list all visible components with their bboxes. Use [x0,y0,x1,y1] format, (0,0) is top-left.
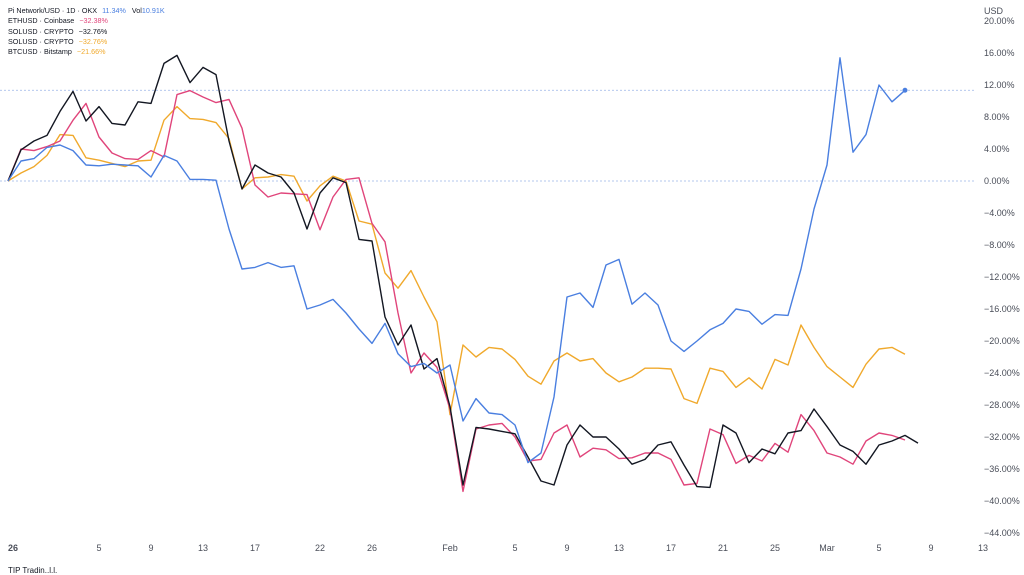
x-tick-label: 13 [978,543,988,553]
series-layer [7,54,919,493]
x-tick-label: 26 [8,543,18,553]
x-tick-label: 5 [96,543,101,553]
legend-solusd-2-label: SOLUSD · CRYPTO [8,36,74,46]
reference-lines [0,89,975,182]
legend-row-ethusd[interactable]: ETHUSD · Coinbase −32.38% [8,16,165,26]
y-tick-label: −40.00% [984,496,1020,506]
legend-vol-value: 10.91K [141,6,165,15]
legend-main-label: Pi Network/USD · 1D · OKX [8,6,98,15]
legend-btcusd-value: −21.66% [76,47,106,57]
y-tick-label: 8.00% [984,112,1010,122]
y-tick-label: −4.00% [984,208,1015,218]
legend-main-value: 11.34% [102,6,126,15]
legend-solusd-2-value: −32.76% [78,36,108,46]
y-tick-label: −8.00% [984,240,1015,250]
x-tick-label: 17 [666,543,676,553]
legend-btcusd-label: BTCUSD · Bitstamp [8,47,72,57]
legend-ethusd-label: ETHUSD · Coinbase [8,16,75,26]
y-tick-label: −44.00% [984,528,1020,538]
legend-ethusd-value: −32.38% [79,16,108,26]
series-ethusd-line[interactable] [7,89,906,493]
legend: Pi Network/USD · 1D · OKX 11.34% Vol10.9… [8,6,165,57]
x-tick-label: 26 [367,543,377,553]
legend-solusd-1-label: SOLUSD · CRYPTO [8,26,74,36]
series-pi-network-line[interactable] [7,57,906,464]
legend-row-main[interactable]: Pi Network/USD · 1D · OKX 11.34% Vol10.9… [8,6,165,16]
y-tick-label: 4.00% [984,144,1010,154]
x-tick-label: 21 [718,543,728,553]
y-tick-label: 20.00% [984,16,1015,26]
y-tick-label: 12.00% [984,80,1015,90]
x-tick-label: 25 [770,543,780,553]
legend-solusd-1-value: −32.76% [78,26,108,36]
y-axis[interactable]: USD 20.00% 16.00% 12.00% 8.00% 4.00% 0.00% −4.… [984,6,1020,538]
x-tick-label: 5 [512,543,517,553]
y-tick-label: −28.00% [984,400,1020,410]
y-tick-label: 16.00% [984,48,1015,58]
x-tick-label: Feb [442,543,458,553]
x-tick-label: 22 [315,543,325,553]
x-tick-label: 5 [876,543,881,553]
y-tick-label: −32.00% [984,432,1020,442]
x-tick-label: 17 [250,543,260,553]
x-tick-label: 9 [928,543,933,553]
x-axis[interactable]: 26 5 9 13 17 22 26 Feb 5 9 13 17 21 25 Mar 5 9 13 [8,543,988,553]
y-axis-currency: USD [984,6,1004,16]
x-tick-label: 9 [564,543,569,553]
y-tick-label: 0.00% [984,176,1010,186]
legend-row-solusd-1[interactable]: SOLUSD · CRYPTO −32.76% [8,27,165,37]
y-tick-label: −12.00% [984,272,1020,282]
x-tick-label: Mar [819,543,835,553]
y-tick-label: −20.00% [984,336,1020,346]
y-tick-label: −36.00% [984,464,1020,474]
series-btcusd-line[interactable] [7,105,906,416]
pi-network-last-point[interactable] [902,87,908,93]
x-tick-label: 13 [198,543,208,553]
legend-row-btcusd[interactable]: BTCUSD · Bitstamp −21.66% [8,47,165,57]
legend-vol-label: Vol [131,6,142,15]
series-solusd-line[interactable] [7,54,919,489]
y-tick-label: −24.00% [984,368,1020,378]
bottom-caption: TIP Tradin..l.l. [8,566,58,575]
legend-row-solusd-2[interactable]: SOLUSD · CRYPTO −32.76% [8,37,165,47]
x-tick-label: 13 [614,543,624,553]
x-tick-label: 9 [148,543,153,553]
y-tick-label: −16.00% [984,304,1020,314]
